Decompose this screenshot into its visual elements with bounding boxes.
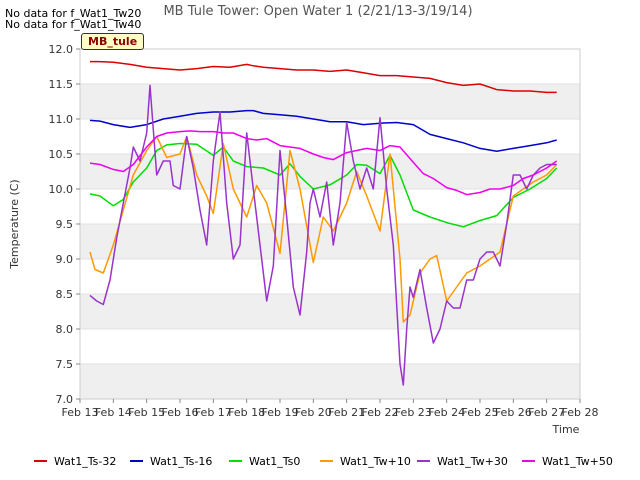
legend-label-Wat1_Tw+50: Wat1_Tw+50 (542, 455, 613, 468)
x-tick-label: Feb 23 (395, 406, 432, 419)
y-tick-label: 9.0 (56, 253, 74, 266)
x-tick-label: Feb 22 (362, 406, 399, 419)
x-tick-label: Feb 16 (162, 406, 199, 419)
grid-band (80, 224, 580, 259)
y-axis-label: Temperature (C) (8, 179, 21, 269)
y-tick-label: 8.5 (56, 288, 74, 301)
chart-title: MB Tule Tower: Open Water 1 (2/21/13-3/1… (163, 4, 472, 19)
legend-label-Wat1_Ts-32: Wat1_Ts-32 (54, 455, 116, 468)
x-tick-label: Feb 14 (95, 406, 132, 419)
grid-band (80, 84, 580, 119)
legend-label-Wat1_Tw+10: Wat1_Tw+10 (340, 455, 411, 468)
x-tick-label: Feb 21 (328, 406, 365, 419)
no-data-note-tw20: No data for f_Wat1_Tw20 (5, 7, 142, 20)
x-tick-label: Feb 18 (228, 406, 265, 419)
y-tick-label: 11.0 (49, 113, 74, 126)
site-label-badge: MB_tule (81, 33, 145, 50)
x-tick-label: Feb 15 (128, 406, 165, 419)
legend-label-Wat1_Ts0: Wat1_Ts0 (249, 455, 300, 468)
series-line-Wat1_Ts-32 (90, 60, 557, 94)
y-tick-label: 9.5 (56, 218, 74, 231)
y-tick-label: 10.0 (49, 183, 74, 196)
series-line-Wat1_Tw+10 (89, 135, 558, 323)
y-tick-label: 8.0 (56, 323, 74, 336)
x-tick-label: Feb 20 (295, 406, 332, 419)
x-tick-label: Feb 28 (562, 406, 599, 419)
no-data-note-tw40: No data for f_Wat1_Tw40 (5, 18, 142, 31)
x-tick-label: Feb 27 (528, 406, 565, 419)
y-tick-label: 7.5 (56, 358, 74, 371)
y-tick-label: 10.5 (49, 148, 74, 161)
series-line-Wat1_Ts-16 (89, 109, 557, 152)
x-tick-label: Feb 24 (428, 406, 465, 419)
series-line-Wat1_Tw+50 (89, 130, 558, 196)
x-tick-label: Feb 26 (495, 406, 532, 419)
grid-band (80, 364, 580, 399)
x-tick-label: Feb 25 (462, 406, 499, 419)
y-tick-label: 11.5 (49, 78, 74, 91)
series-line-Wat1_Tw+30 (89, 84, 557, 386)
x-tick-label: Feb 17 (195, 406, 232, 419)
y-tick-label: 12.0 (49, 43, 74, 56)
y-tick-label: 7.0 (56, 393, 74, 406)
grid-band (80, 294, 580, 329)
legend-label-Wat1_Tw+30: Wat1_Tw+30 (437, 455, 508, 468)
x-axis-label: Time (552, 423, 580, 436)
x-tick-label: Feb 13 (62, 406, 99, 419)
grid-band (80, 154, 580, 189)
legend-label-Wat1_Ts-16: Wat1_Ts-16 (150, 455, 212, 468)
x-tick-label: Feb 19 (262, 406, 299, 419)
